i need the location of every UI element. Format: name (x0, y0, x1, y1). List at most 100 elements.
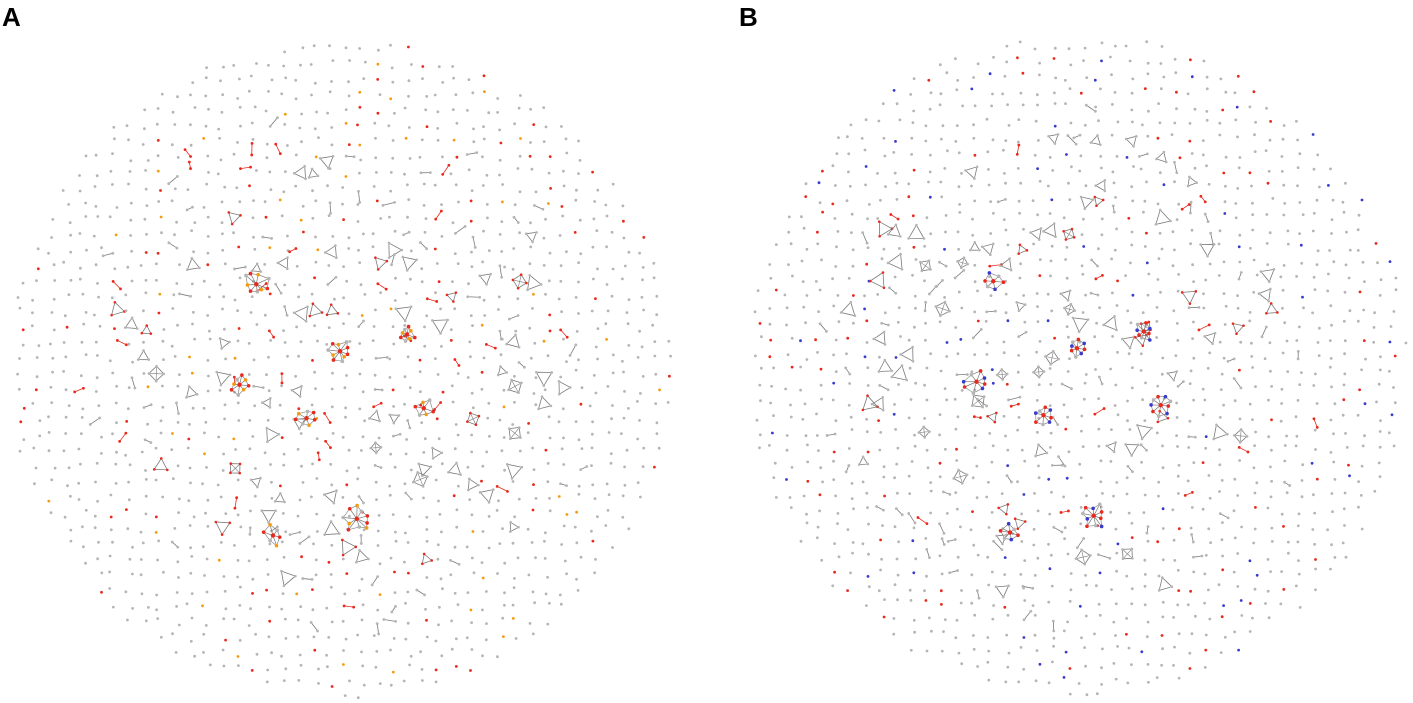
network-node (655, 432, 659, 435)
network-node (1255, 273, 1259, 277)
network-node (1006, 665, 1010, 669)
network-node (546, 622, 550, 626)
network-node (911, 539, 915, 543)
network-node (280, 436, 284, 439)
network-node (1255, 481, 1259, 485)
network-node (1331, 510, 1334, 514)
network-node (913, 433, 916, 437)
network-node (314, 199, 318, 203)
network-node (1217, 274, 1221, 277)
network-node (959, 338, 963, 341)
network-node (1363, 402, 1367, 406)
network-node (393, 111, 396, 115)
network-node (959, 525, 962, 529)
network-node (1017, 118, 1021, 121)
network-node (1062, 676, 1066, 679)
network-node (68, 221, 72, 225)
network-node (1223, 212, 1227, 215)
network-node (341, 435, 345, 439)
network-node (361, 664, 365, 668)
network-node (1348, 474, 1351, 478)
network-node (898, 247, 901, 250)
network-node (470, 391, 474, 395)
network-node (255, 62, 258, 65)
network-node (755, 418, 759, 422)
network-node (879, 538, 882, 542)
network-node (987, 480, 990, 484)
network-node (607, 493, 611, 496)
network-node (976, 553, 980, 557)
network-node (1049, 553, 1053, 557)
network-node (265, 156, 269, 160)
network-node (954, 636, 958, 640)
network-node (930, 629, 933, 633)
network-node (1160, 372, 1164, 376)
network-node (802, 226, 806, 230)
network-node (1173, 559, 1177, 562)
network-component (878, 220, 894, 238)
network-node (238, 276, 242, 280)
network-node (313, 370, 316, 374)
network-node (433, 183, 437, 187)
network-node (626, 322, 630, 326)
network-node (1217, 242, 1221, 246)
network-node (836, 294, 840, 297)
network-node (480, 479, 483, 483)
network-node (111, 183, 114, 186)
network-node (575, 541, 579, 545)
network-node (1357, 213, 1361, 217)
network-node (1051, 660, 1054, 664)
network-node (146, 159, 150, 162)
network-component (1022, 609, 1033, 622)
network-node (313, 81, 317, 85)
network-node (294, 374, 297, 378)
network-node (419, 390, 422, 394)
network-node (531, 632, 535, 636)
network-node (201, 482, 204, 486)
network-node (170, 199, 174, 203)
network-component (1057, 455, 1067, 468)
network-node (296, 447, 300, 451)
network-node (940, 572, 944, 576)
network-node (469, 314, 473, 317)
network-node (108, 554, 112, 558)
network-node (1330, 323, 1333, 327)
network-node (482, 356, 486, 360)
network-node (1085, 693, 1089, 697)
network-node (1130, 602, 1134, 606)
network-node (1314, 448, 1317, 451)
network-component (1120, 335, 1136, 350)
network-node (1017, 354, 1020, 357)
network-node (284, 170, 287, 174)
network-component (886, 252, 904, 271)
network-node (389, 683, 393, 687)
network-node (1378, 475, 1382, 478)
network-node (1155, 336, 1158, 339)
network-node (1034, 679, 1038, 683)
network-component (1190, 533, 1195, 544)
network-node (1111, 103, 1114, 106)
network-node (1047, 477, 1051, 481)
network-node (356, 633, 359, 637)
network-component (250, 142, 254, 157)
network-node (470, 450, 474, 454)
network-node (1130, 663, 1133, 666)
network-node (156, 154, 160, 158)
network-node (1236, 187, 1240, 190)
network-component (953, 268, 966, 280)
network-node (895, 181, 899, 185)
network-node (144, 187, 148, 191)
network-node (482, 74, 486, 78)
network-node (108, 215, 112, 219)
network-node (62, 449, 66, 453)
network-component (373, 388, 384, 392)
network-node (938, 475, 942, 479)
network-node (516, 167, 520, 170)
network-node (393, 591, 397, 594)
network-node (1082, 397, 1086, 401)
network-node (1100, 217, 1104, 221)
network-node (985, 495, 989, 499)
network-node (438, 605, 441, 609)
network-node (190, 229, 194, 233)
network-node (1114, 383, 1118, 387)
